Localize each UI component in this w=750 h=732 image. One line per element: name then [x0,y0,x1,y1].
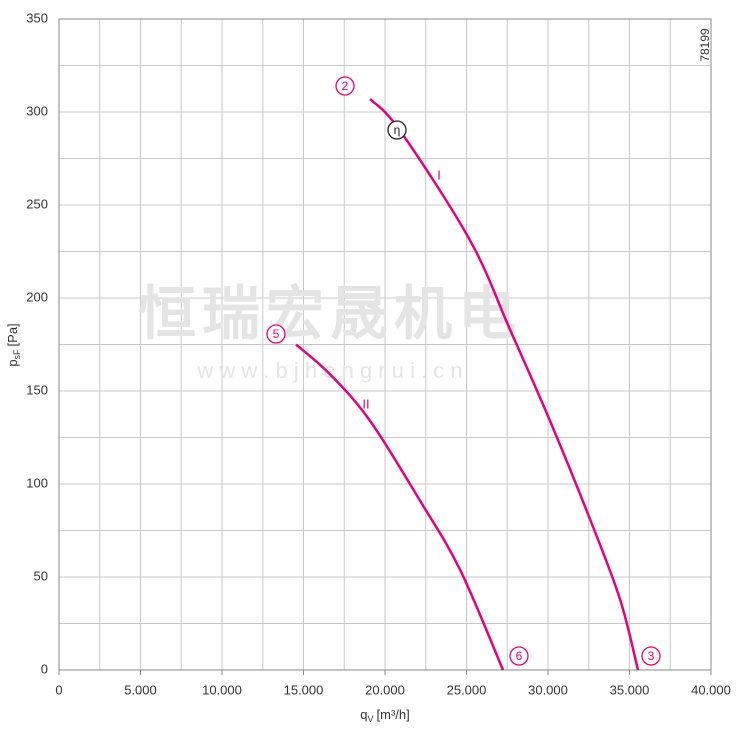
x-tick-label: 35.000 [610,682,650,697]
point-label: 2 [342,79,349,93]
y-tick-label: 350 [26,10,48,25]
y-tick-label: 100 [26,475,48,490]
point-label: 6 [516,649,523,663]
x-tick-label: 15.000 [284,682,324,697]
y-axis-label: psF[Pa] [5,323,22,366]
x-tick-label: 40.000 [691,682,731,697]
point-marker [387,120,407,140]
fan-curve [369,98,640,671]
x-tick-label: 25.000 [447,682,487,697]
x-tick-label: 5.000 [124,682,157,697]
point-label: η [394,123,401,137]
curve-label: I [437,167,441,182]
x-axis-label: qV [m³/h] [360,707,409,724]
point-marker [335,76,355,96]
watermark-url: w w w . b j h e n g r u i . c n [196,358,462,383]
point-marker [641,646,661,666]
y-tick-label: 150 [26,382,48,397]
point-label: 5 [273,327,280,341]
point-marker [509,646,529,666]
x-tick-label: 10.000 [202,682,242,697]
point-marker [266,324,286,344]
y-tick-label: 200 [26,289,48,304]
x-tick-label: 20.000 [365,682,405,697]
y-tick-label: 50 [34,568,48,583]
curve-label: II [362,396,369,411]
y-tick-label: 300 [26,103,48,118]
y-tick-label: 0 [41,661,48,676]
point-label: 3 [648,649,655,663]
watermark: 恒瑞宏晟机电 [138,281,522,346]
y-tick-label: 250 [26,196,48,211]
code: 78199 [698,28,712,62]
x-tick-label: 30.000 [528,682,568,697]
fan-curve [295,343,505,671]
x-tick-label: 0 [55,682,62,697]
